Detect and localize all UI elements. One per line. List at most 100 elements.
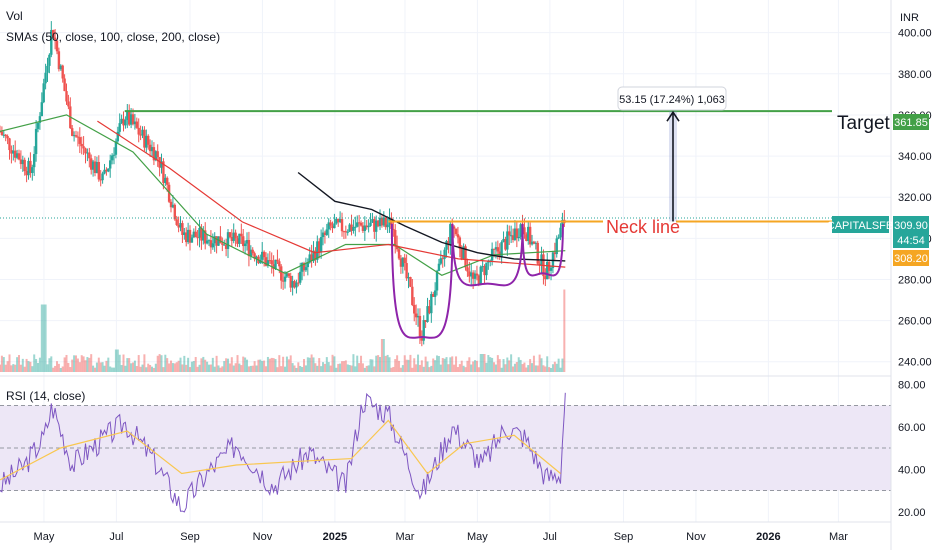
candle-body: [509, 235, 513, 237]
rsi-legend[interactable]: RSI (14, close): [6, 389, 86, 403]
candle-body: [452, 226, 456, 229]
candle-body: [42, 83, 45, 103]
candle-body: [29, 160, 32, 174]
volume-bar: [557, 358, 560, 372]
symbol-name: CAPITALSFB: [827, 220, 893, 232]
price-axis[interactable]: 400.00380.00360.00340.00320.00300.00280.…: [898, 28, 932, 369]
candle-body: [93, 161, 97, 174]
candle-body: [177, 224, 180, 228]
candle-body: [299, 271, 302, 283]
volume-bar: [40, 304, 43, 372]
candle-body: [274, 259, 277, 270]
time-tick-label: Mar: [395, 531, 414, 543]
candle-body: [181, 223, 184, 235]
candle-body: [122, 118, 125, 126]
volume-bar: [225, 358, 228, 372]
candle-body: [297, 282, 300, 284]
volume-bar: [35, 359, 38, 372]
volume-bar: [29, 361, 32, 372]
candle-body: [420, 336, 424, 341]
volume-bar: [333, 356, 336, 372]
volume-bar: [477, 367, 480, 372]
candle-body: [321, 232, 325, 238]
candle-body: [397, 249, 401, 259]
volume-bar: [341, 361, 344, 372]
time-tick-label: Jul: [543, 531, 557, 543]
candle-body: [371, 219, 374, 223]
candle-body: [359, 222, 363, 226]
volume-bar: [434, 360, 437, 372]
volume-bar: [550, 367, 553, 372]
volume-bar: [436, 355, 439, 372]
candle-body: [399, 258, 403, 267]
candle-body: [513, 228, 517, 240]
candle-body: [475, 273, 479, 276]
candle-body: [378, 217, 382, 227]
candle-body: [508, 231, 511, 236]
volume-bar: [59, 367, 62, 372]
volume-bar: [536, 365, 539, 372]
volume-bar: [4, 364, 7, 372]
volume-bar: [244, 357, 247, 372]
sma-legend[interactable]: SMAs (50, close, 100, close, 200, close): [6, 30, 221, 44]
volume-bar: [31, 366, 34, 372]
candle-body: [196, 237, 199, 239]
candle-body: [205, 240, 209, 244]
candle-body: [380, 217, 384, 226]
volume-legend[interactable]: Vol: [6, 9, 23, 23]
candle-body: [99, 179, 102, 181]
candle-body: [517, 236, 520, 239]
candle-body: [80, 143, 83, 147]
volume-bar: [327, 362, 330, 372]
candle-body: [249, 249, 253, 257]
volume-bar: [388, 357, 391, 372]
volume-bar: [529, 359, 532, 372]
volume-bar: [360, 355, 363, 372]
volume-bar: [392, 366, 395, 372]
time-axis[interactable]: May Jul Sep Nov 2025 Mar May Jul Sep Nov 2026 Mar: [34, 531, 849, 543]
volume-bar: [523, 362, 526, 372]
candle-body: [500, 242, 503, 257]
sma-100-line: [97, 120, 566, 268]
neck-price-value: 308.20: [894, 253, 928, 265]
volume-bar: [162, 367, 165, 372]
candle-body: [152, 147, 156, 161]
volume-bar: [401, 365, 404, 372]
candle-body: [128, 110, 131, 125]
candle-body: [36, 122, 40, 129]
volume-bar: [113, 367, 116, 372]
candle-body: [310, 254, 313, 262]
volume-bar: [458, 364, 461, 372]
candle-body: [466, 267, 469, 272]
rsi-axis[interactable]: 80.00 60.00 40.00 20.00: [898, 379, 926, 519]
candle-body: [135, 121, 139, 128]
candle-body: [485, 262, 488, 276]
candle-body: [133, 121, 137, 125]
volume-bar: [287, 359, 290, 372]
volume-bar: [316, 365, 319, 372]
volume-bar: [44, 304, 47, 372]
volume-bar: [0, 355, 3, 372]
volume-bar: [46, 364, 49, 372]
volume-bar: [69, 367, 72, 372]
measure-annotation[interactable]: 53.15 (17.24%) 1,063: [617, 86, 727, 111]
candle-body: [194, 231, 197, 238]
volume-bar: [160, 355, 163, 372]
volume-bar: [99, 362, 102, 372]
candle-body: [33, 154, 36, 168]
horizontal-levels[interactable]: [0, 110, 891, 223]
volume-bar: [124, 365, 127, 372]
volume-bar: [555, 363, 558, 372]
volume-bar: [208, 364, 211, 372]
candle-body: [561, 219, 564, 228]
candle-body: [25, 171, 28, 176]
time-tick-label: 2026: [756, 531, 780, 543]
volume-bar: [94, 367, 97, 372]
candle-body: [293, 281, 296, 288]
volume-bar: [179, 357, 182, 372]
volume-bar: [139, 366, 142, 372]
symbol-price-tag: CAPITALSFB 309.90 44:54: [827, 216, 929, 248]
time-tick-label: Nov: [686, 531, 706, 543]
candle-body: [281, 280, 285, 282]
